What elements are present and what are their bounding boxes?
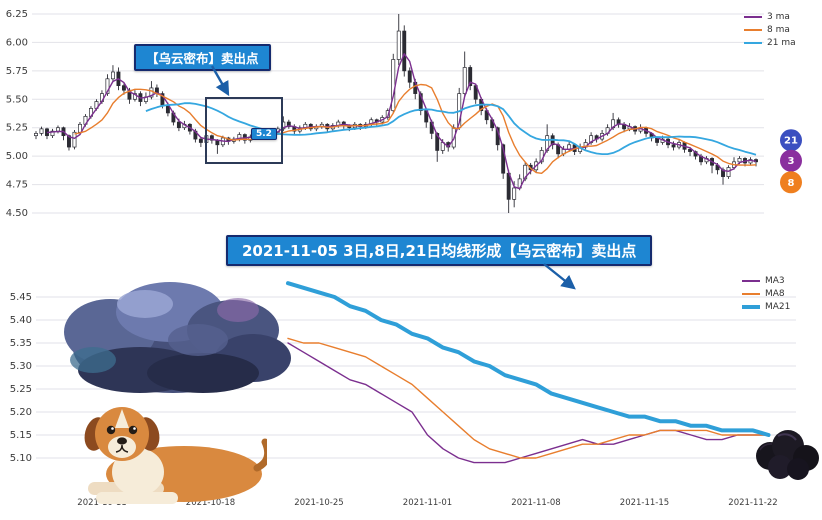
legend-label: MA21 (765, 302, 791, 312)
y-tick-label: 5.00 (6, 151, 28, 162)
candle-body (726, 167, 731, 177)
y-tick-label: 5.35 (10, 338, 32, 349)
ma-period-badge-label: 8 (788, 178, 795, 189)
ma-period-badge (780, 149, 802, 172)
candle-body (435, 133, 440, 151)
ma-period-badge (780, 129, 802, 152)
candle-body (396, 30, 401, 60)
y-tick-label: 4.75 (6, 180, 28, 191)
line-MA3 (287, 342, 770, 464)
bottom-chart-legend: MA3 MA8 MA21 (742, 276, 790, 312)
y-tick-label: 5.15 (10, 430, 32, 441)
x-tick-label: 2021-11-15 (620, 498, 669, 508)
candle-body (176, 121, 181, 129)
pattern-highlight-box (205, 97, 283, 164)
y-tick-label: 5.25 (6, 123, 28, 134)
candle-body (407, 70, 412, 83)
price-tag-label: 5.2 (251, 128, 277, 140)
candle-body (127, 89, 132, 100)
legend-item-ma3: MA3 (742, 276, 790, 286)
candle-body (512, 187, 517, 200)
ma8-line-swatch (742, 293, 760, 295)
legend-label: MA3 (765, 276, 785, 286)
legend-item-ma8: MA8 (742, 289, 790, 299)
y-tick-label: 5.45 (10, 292, 32, 303)
x-tick-label: 2021-10-25 (294, 498, 343, 508)
dog-illustration (84, 407, 267, 504)
legend-item-ma21: MA21 (742, 302, 790, 312)
ma21-line-swatch (742, 305, 760, 309)
3ma-line-swatch (744, 16, 762, 18)
ma3-line-swatch (742, 280, 760, 282)
candle-body (34, 133, 38, 137)
candle-body (50, 130, 55, 137)
legend-item-8ma: 8 ma (744, 25, 796, 35)
ma-period-badge (780, 171, 802, 194)
candle-body (132, 93, 137, 100)
y-tick-label: 5.10 (10, 453, 32, 464)
y-tick-label: 5.50 (6, 94, 28, 105)
black-cloud-illustration (756, 430, 819, 480)
y-tick-label: 5.25 (10, 384, 32, 395)
ma-line-8 (74, 83, 757, 174)
ma-line-21 (145, 102, 757, 156)
x-tick-label: 2021-11-08 (511, 498, 560, 508)
candle-body (39, 128, 44, 134)
y-tick-label: 5.75 (6, 66, 28, 77)
dark-cloud-sell-annotation: 【乌云密布】卖出点 (134, 44, 271, 71)
annotation-arrow-icon (210, 65, 230, 97)
candle-body (418, 93, 423, 112)
y-tick-label: 5.40 (10, 315, 32, 326)
storm-cloud-illustration (64, 282, 291, 393)
candle-body (56, 127, 60, 132)
legend-item-3ma: 3 ma (744, 12, 796, 22)
candle-body (688, 148, 692, 152)
x-tick-label: 2021-10-18 (186, 498, 235, 508)
legend-item-21ma: 21 ma (744, 38, 796, 48)
signal-banner: 2021-11-05 3日,8日,21日均线形成【乌云密布】卖出点 (226, 235, 653, 266)
x-tick-label: 2021-11-22 (728, 498, 777, 508)
candle-body (121, 85, 126, 91)
y-tick-label: 6.00 (6, 37, 28, 48)
candle-body (402, 30, 407, 72)
legend-label: 3 ma (767, 12, 790, 22)
candle-body (468, 67, 473, 86)
candle-body (462, 67, 467, 94)
y-tick-label: 6.25 (6, 9, 28, 20)
candle-body (110, 71, 115, 80)
21ma-line-swatch (744, 42, 762, 44)
candle-body (209, 135, 214, 141)
candle-body (105, 78, 110, 94)
legend-label: 8 ma (767, 25, 790, 35)
candle-body (286, 121, 291, 127)
y-tick-label: 5.20 (10, 407, 32, 418)
legend-label: 21 ma (767, 38, 796, 48)
candle-body (72, 131, 77, 148)
y-tick-label: 5.30 (10, 361, 32, 372)
banner-arrow-icon (543, 263, 576, 290)
candle-body (737, 158, 742, 163)
x-tick-label: 2021-11-01 (403, 498, 452, 508)
candle-body (501, 144, 506, 174)
ma-period-badge-label: 21 (784, 136, 798, 147)
legend-label: MA8 (765, 289, 785, 299)
y-tick-label: 4.50 (6, 208, 28, 219)
candle-body (67, 135, 71, 148)
line-MA8 (287, 337, 770, 459)
ma-period-badge-label: 3 (788, 156, 795, 167)
candlestick-chart: 6.25 6.00 5.75 5.50 5.25 5.00 4.75 4.50 21 3 8 (6, 9, 802, 219)
top-chart-legend: 3 ma 8 ma 21 ma (744, 12, 796, 48)
candle-body (198, 138, 203, 143)
candle-body (671, 144, 676, 148)
ma-line-3 (46, 53, 757, 190)
8ma-line-swatch (744, 29, 762, 31)
line-MA21 (286, 281, 771, 437)
